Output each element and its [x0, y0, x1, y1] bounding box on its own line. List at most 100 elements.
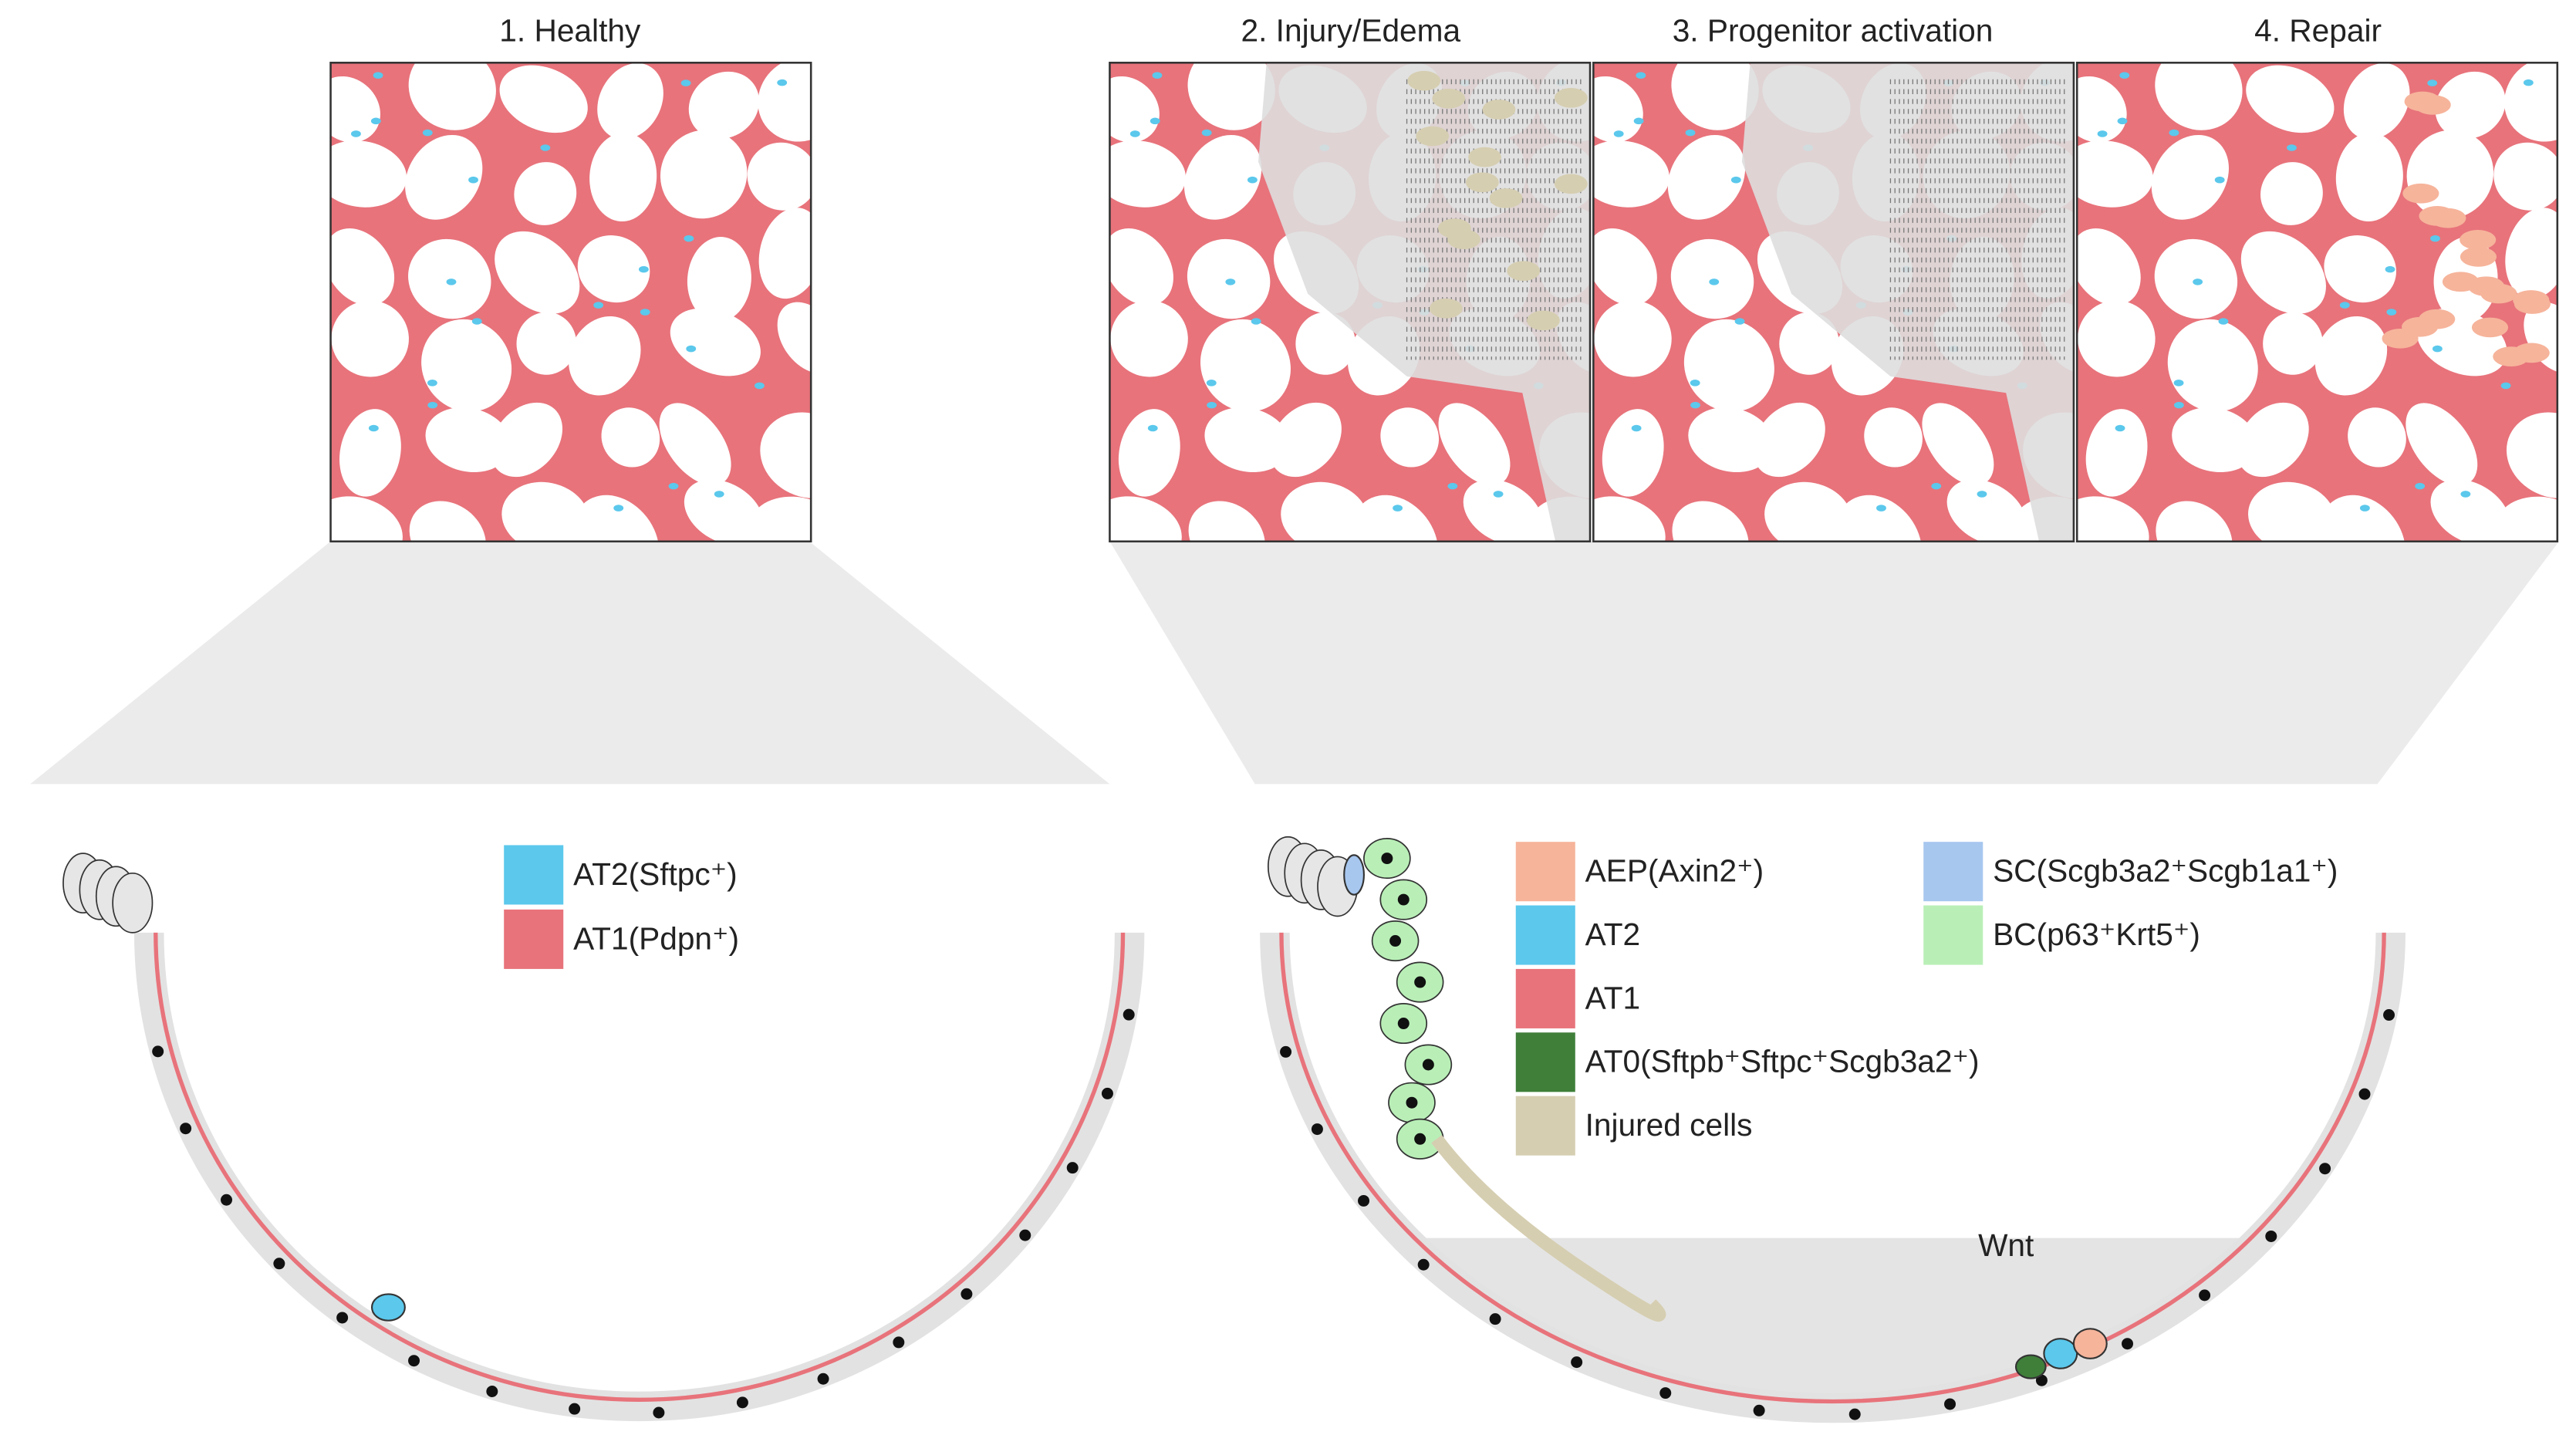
- alveolus: [1109, 76, 1160, 143]
- at2-cell: [2173, 401, 2184, 409]
- alveolus: [514, 162, 577, 225]
- at2-cell: [668, 482, 679, 490]
- legend-label: AT0(Sftpb⁺Sftpc⁺Scgb3a2⁺): [1585, 1044, 1980, 1079]
- legend-swatch: [1515, 1096, 1575, 1156]
- nucleus: [1753, 1404, 1765, 1416]
- alveolus: [688, 71, 760, 140]
- panel-border: [2075, 62, 2559, 543]
- at2-cell: [1201, 129, 1212, 137]
- alveolus: [330, 496, 403, 542]
- alveolus: [2506, 412, 2557, 498]
- legend-swatch: [1515, 842, 1575, 902]
- alveolus: [1109, 140, 1186, 208]
- panel-title: 1. Healthy: [499, 13, 641, 49]
- at2-cell: [1876, 505, 1886, 512]
- alveolus: [490, 402, 563, 478]
- at2-cell: [2169, 129, 2179, 137]
- alveolus: [2085, 409, 2148, 497]
- alveolus: [1672, 501, 1749, 542]
- at2-cell: [370, 1293, 406, 1322]
- alveolus: [1753, 402, 1825, 478]
- at2-cell: [1152, 72, 1163, 79]
- at2-cell: [2427, 79, 2438, 86]
- alveolus: [1593, 76, 1643, 143]
- alveolus: [1688, 407, 1774, 473]
- nucleus: [1944, 1398, 1956, 1410]
- alveolus: [1110, 300, 1188, 377]
- alveolus: [2077, 228, 2141, 306]
- at2-cell: [2097, 130, 2108, 137]
- alveolus: [2260, 162, 2323, 225]
- alveolus: [1269, 402, 1342, 478]
- zoom-trapezoid: [1109, 541, 2559, 785]
- alveolus: [2078, 300, 2156, 377]
- alveolus: [1109, 228, 1173, 306]
- injured: [1416, 126, 1450, 147]
- at2-cell: [777, 79, 788, 86]
- nucleus: [152, 1045, 164, 1058]
- at2-cell: [2193, 279, 2203, 285]
- alveolus: [2077, 496, 2149, 542]
- aep-repair: [2468, 276, 2505, 296]
- legend-label: AT1: [1585, 980, 1641, 1015]
- alveolus: [777, 302, 812, 373]
- alveolus: [2240, 231, 2326, 314]
- injured: [1407, 70, 1441, 91]
- alveolus: [330, 228, 395, 306]
- alveolus: [1204, 407, 1290, 473]
- alveolus: [2493, 142, 2557, 211]
- at2-cell: [1633, 117, 1644, 125]
- at2-cell: [714, 491, 724, 498]
- nucleus: [1358, 1194, 1370, 1207]
- panel-title: 4. Repair: [2254, 13, 2382, 49]
- alveolus: [1667, 134, 1746, 220]
- alveolus: [330, 76, 380, 143]
- at2-cell: [1207, 401, 1217, 409]
- at0-cell: [2014, 1354, 2047, 1379]
- at1-line: [154, 932, 1126, 1402]
- at2-cell: [468, 176, 478, 184]
- alveolus: [2077, 140, 2153, 208]
- nucleus: [1397, 893, 1410, 906]
- alveolus: [405, 134, 483, 220]
- nucleus: [2265, 1230, 2277, 1242]
- alveolus: [577, 235, 650, 303]
- nucleus: [1123, 1008, 1135, 1021]
- at2-cell: [1393, 505, 1403, 512]
- at2-cell: [1206, 380, 1217, 387]
- alveolus: [1438, 403, 1511, 486]
- alveolus: [2167, 319, 2258, 412]
- alveolus: [1671, 62, 1759, 130]
- at2-cell: [422, 129, 433, 137]
- panel-border: [329, 62, 812, 543]
- at2-cell: [2432, 345, 2443, 353]
- nucleus: [817, 1373, 829, 1385]
- alveolus: [2435, 71, 2506, 140]
- nucleus: [1101, 1087, 1113, 1099]
- injured: [1482, 100, 1516, 120]
- legend-swatch: [1923, 905, 1983, 965]
- alveolus: [760, 412, 812, 498]
- alveolus: [1683, 319, 1774, 412]
- panel-title: 2. Injury/Edema: [1241, 13, 1460, 49]
- at2-cell: [540, 144, 551, 151]
- at2-cell: [1631, 424, 1642, 432]
- alveolus: [1281, 481, 1369, 542]
- nucleus: [1489, 1313, 1501, 1325]
- alveolus: [2237, 402, 2309, 478]
- at2-cell: [427, 401, 438, 409]
- alveolus: [2156, 501, 2233, 542]
- nucleus: [408, 1355, 420, 1367]
- alveolus: [687, 237, 751, 322]
- at2-cell: [1129, 130, 1140, 137]
- at2-cell: [1690, 380, 1700, 387]
- alveolus: [758, 208, 812, 299]
- at2-cell: [1690, 401, 1700, 409]
- nucleus: [1280, 1045, 1292, 1058]
- at2-cell: [1977, 491, 1987, 498]
- tissue-panel: [1109, 62, 1591, 542]
- at2-cell: [2415, 482, 2426, 490]
- alveolus: [330, 140, 407, 208]
- nucleus: [1571, 1356, 1583, 1369]
